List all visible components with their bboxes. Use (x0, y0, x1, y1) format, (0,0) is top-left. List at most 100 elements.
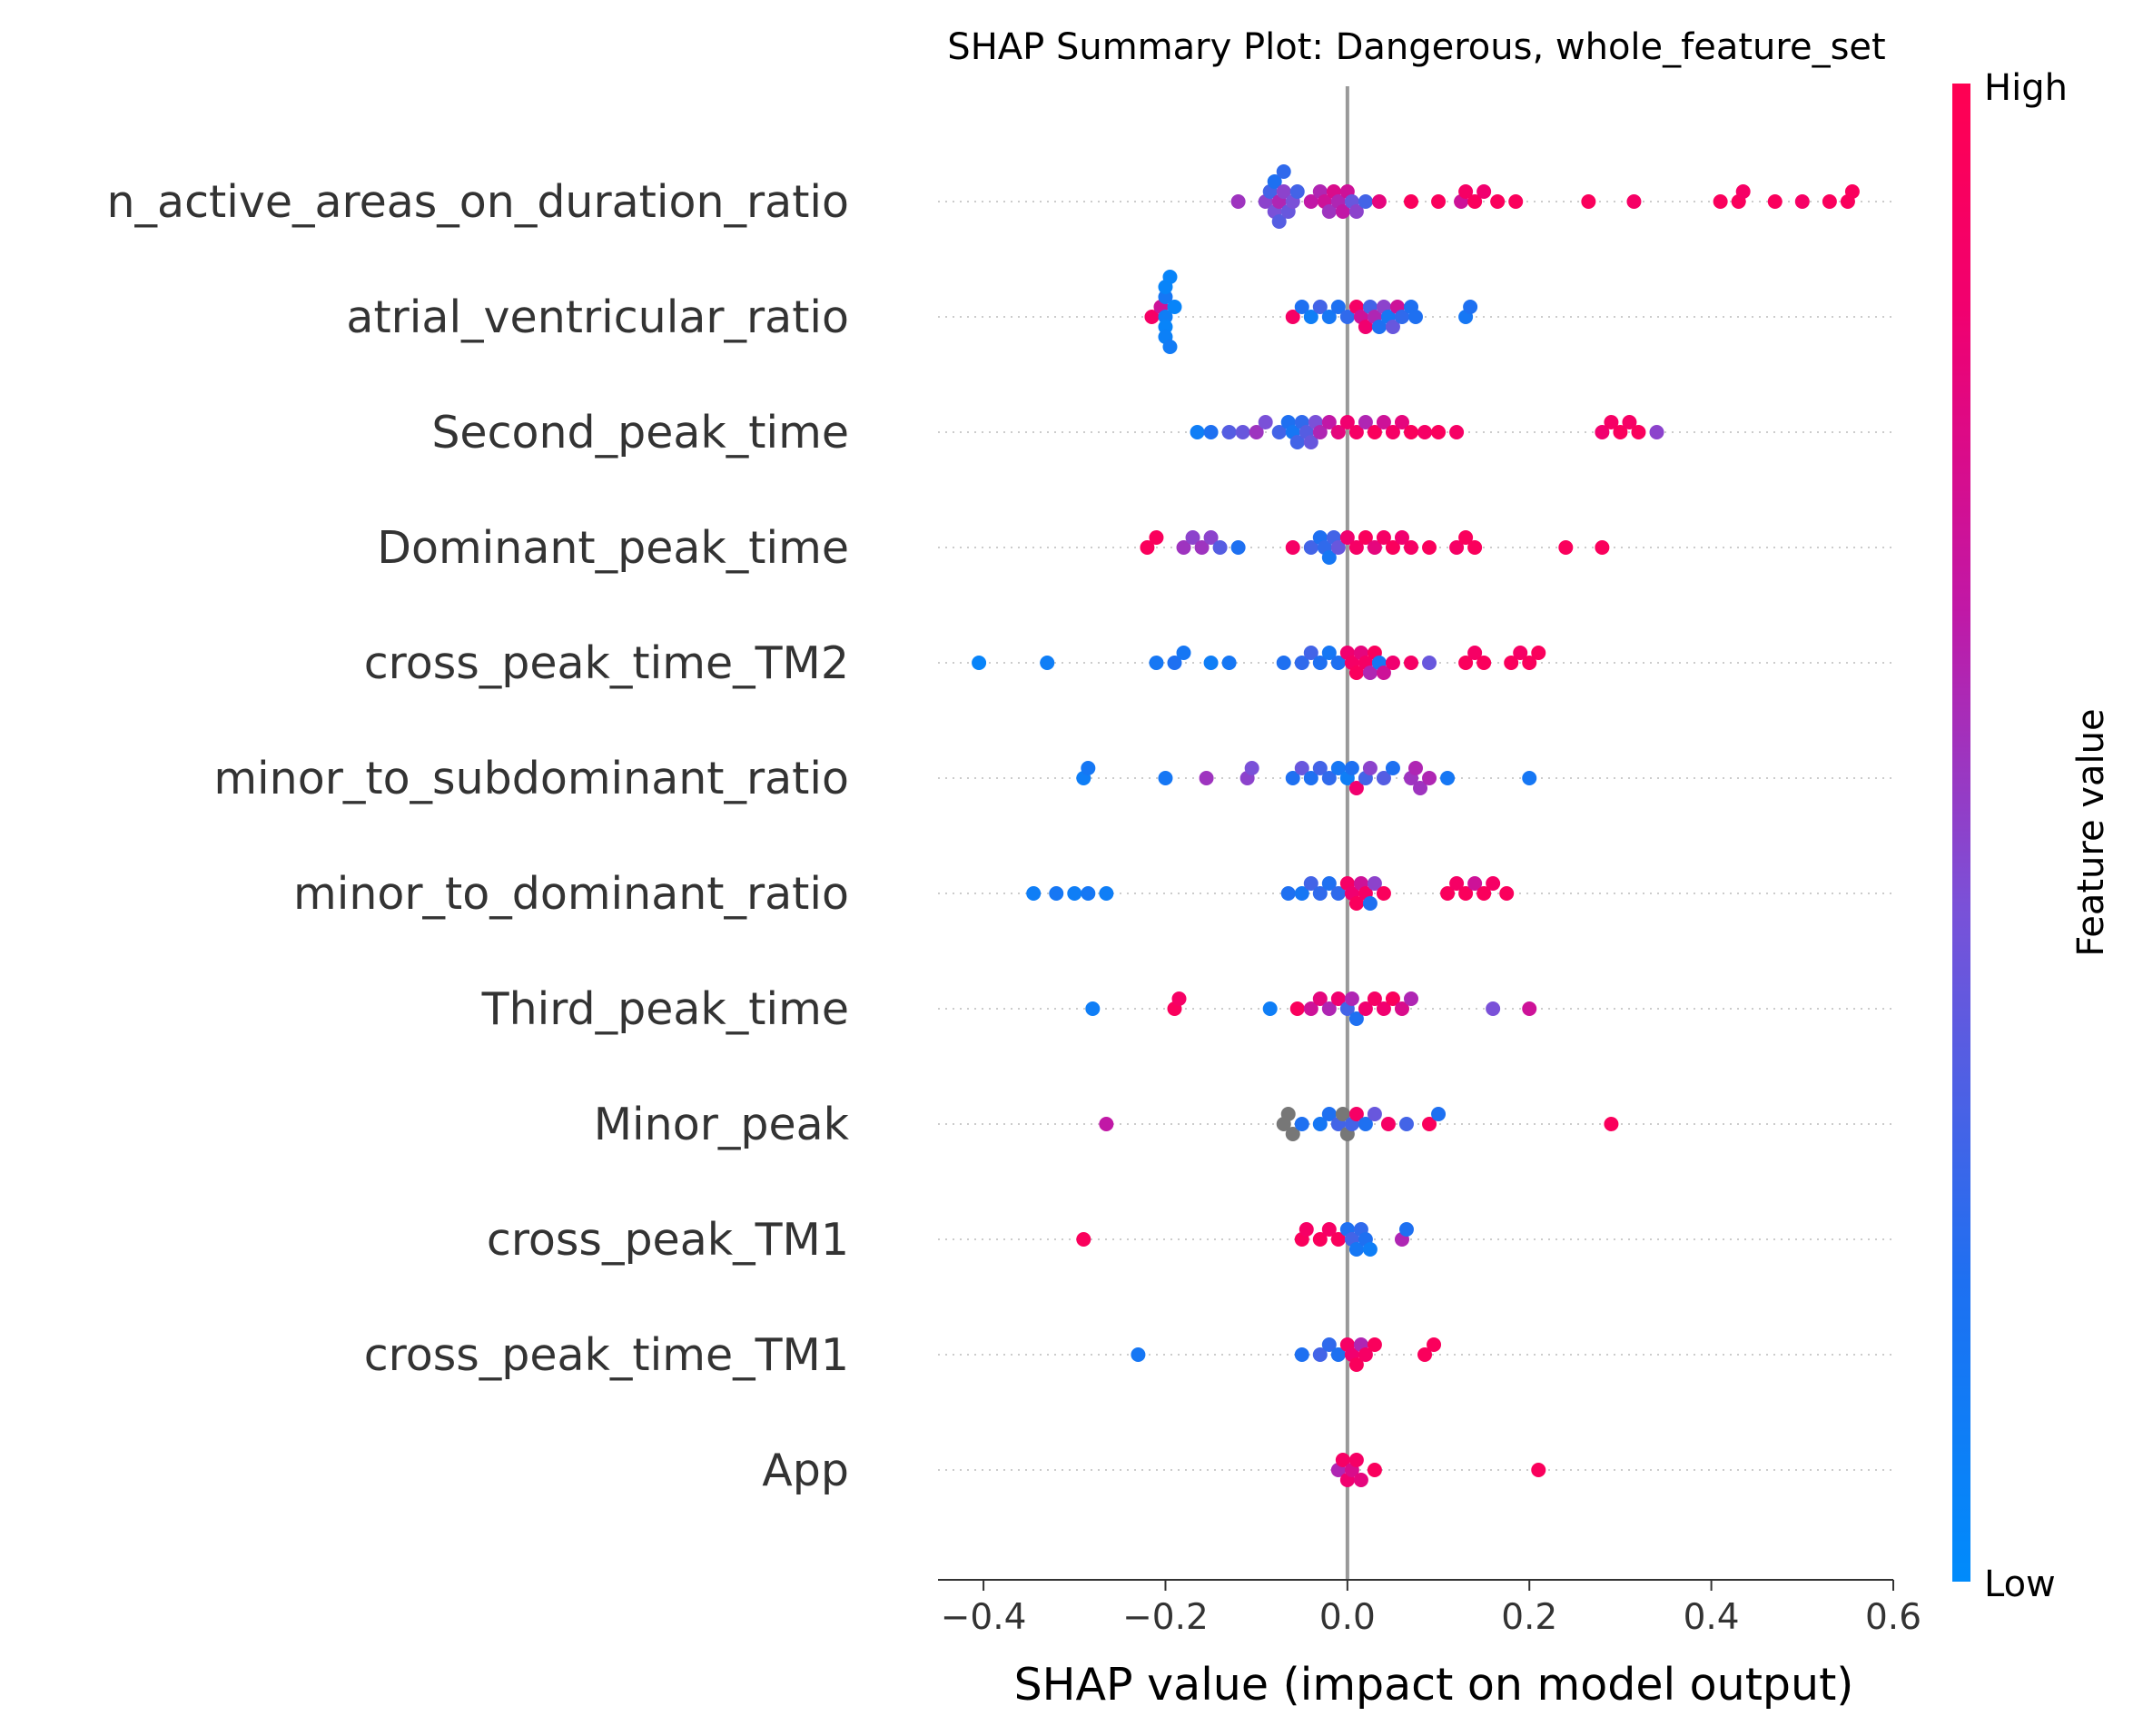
shap-point (1321, 415, 1337, 429)
shap-point (1285, 540, 1300, 555)
shap-point (1099, 1117, 1114, 1131)
shap-point (1312, 1117, 1328, 1131)
shap-point (1321, 1337, 1337, 1352)
shap-point (1194, 540, 1210, 555)
shap-point (1285, 771, 1300, 785)
shap-point (1303, 435, 1318, 449)
shap-point (1258, 415, 1273, 429)
shap-point (1403, 425, 1418, 439)
shap-point (1026, 886, 1042, 901)
shap-point (1339, 415, 1355, 429)
shap-point (1508, 194, 1524, 209)
shap-point (1367, 991, 1382, 1006)
shap-point (1158, 320, 1173, 334)
shap-point (1348, 204, 1364, 219)
shap-point (1367, 1463, 1382, 1477)
shap-point (1398, 1117, 1414, 1131)
shap-point (1267, 174, 1282, 189)
shap-point (1367, 540, 1382, 555)
shap-point (1367, 1337, 1382, 1352)
shap-point (1330, 1347, 1346, 1362)
shap-point (1299, 1222, 1314, 1237)
shap-point (1467, 540, 1483, 555)
shap-point (1280, 1107, 1296, 1121)
shap-point (1162, 270, 1178, 284)
shap-point (1367, 876, 1382, 891)
shap-point (1276, 184, 1291, 199)
shap-point (1362, 761, 1378, 775)
shap-point (1312, 1347, 1328, 1362)
shap-point (1276, 164, 1291, 179)
x-tick-label: 0.6 (1865, 1597, 1921, 1638)
shap-point (1595, 540, 1610, 555)
feature-label: Second_peak_time (431, 407, 849, 459)
shap-point (1486, 876, 1501, 891)
shap-point (1371, 320, 1387, 334)
shap-point (1167, 656, 1182, 670)
shap-point (1767, 194, 1783, 209)
shap-point (1490, 194, 1506, 209)
colorbar: High Low Feature value (1952, 67, 2112, 1605)
shap-point (1294, 1347, 1309, 1362)
feature-label: cross_peak_TM1 (487, 1214, 849, 1266)
shap-point (1458, 184, 1474, 199)
feature-label: Third_peak_time (481, 983, 849, 1035)
x-tick-label: 0.0 (1319, 1597, 1376, 1638)
shap-point (1321, 646, 1337, 660)
shap-point (1303, 771, 1318, 785)
shap-point (1303, 876, 1318, 891)
shap-point (1348, 1357, 1364, 1372)
shap-point (1280, 886, 1296, 901)
shap-point (1422, 771, 1437, 785)
shap-point (1358, 320, 1373, 334)
shap-point (1294, 1117, 1309, 1131)
data-points (972, 164, 1860, 1487)
shap-point (1212, 540, 1228, 555)
shap-point (1321, 1107, 1337, 1121)
shap-point (1294, 886, 1309, 901)
shap-point (1203, 530, 1219, 545)
shap-point (1440, 771, 1456, 785)
shap-point (1167, 300, 1182, 314)
shap-point (1321, 1001, 1337, 1016)
shap-point (1522, 656, 1537, 670)
shap-point (1417, 425, 1433, 439)
shap-point (1458, 886, 1474, 901)
shap-point (1312, 425, 1328, 439)
shap-point (1085, 1001, 1101, 1016)
shap-point (1649, 425, 1664, 439)
shap-point (1131, 1347, 1146, 1362)
shap-point (1358, 530, 1373, 545)
shap-point (1203, 425, 1219, 439)
shap-point (1844, 184, 1860, 199)
shap-point (1312, 300, 1328, 314)
shap-point (1358, 415, 1373, 429)
shap-point (1289, 435, 1305, 449)
feature-label: minor_to_dominant_ratio (293, 868, 849, 920)
shap-point (1294, 300, 1309, 314)
shap-point (1504, 656, 1519, 670)
shap-point (1321, 1222, 1337, 1237)
shap-point (1348, 540, 1364, 555)
shap-point (1367, 425, 1382, 439)
shap-point (1385, 320, 1400, 334)
shap-point (1376, 886, 1391, 901)
shap-point (1362, 666, 1378, 680)
shap-point (1312, 1232, 1328, 1247)
shap-point (1408, 310, 1423, 324)
shap-point (1081, 886, 1096, 901)
shap-point (1176, 646, 1191, 660)
shap-point (1376, 415, 1391, 429)
shap-point (1099, 886, 1114, 901)
shap-point (1362, 896, 1378, 911)
shap-point (1394, 310, 1409, 324)
colorbar-title: Feature value (2070, 708, 2112, 956)
shap-point (1244, 761, 1259, 775)
shap-point (1199, 771, 1214, 785)
shap-point (1626, 194, 1642, 209)
shap-point (1321, 204, 1337, 219)
feature-label: App (762, 1445, 849, 1496)
colorbar-gradient (1952, 84, 1970, 1582)
